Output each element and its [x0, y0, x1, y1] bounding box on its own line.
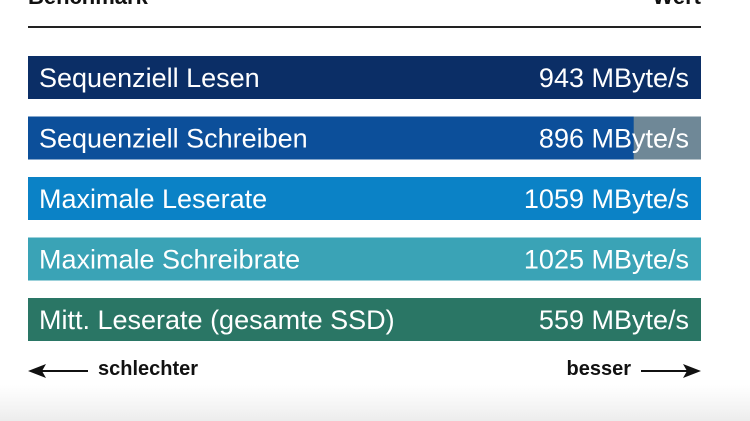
- bar-value-sequenziell-schreiben: 896 MByte/s: [539, 124, 689, 154]
- bar-label-sequenziell-lesen: Sequenziell Lesen: [39, 63, 260, 93]
- bar-row-maximale-schreibrate: Maximale Schreibrate 1025 MByte/s: [28, 237, 701, 281]
- header-divider: [28, 26, 701, 28]
- bar-label-sequenziell-schreiben: Sequenziell Schreiben: [39, 124, 308, 154]
- header-benchmark-title: Benchmark: [28, 0, 148, 10]
- chart-header: Benchmark Wert: [28, 0, 701, 10]
- bar-row-mitt-leserate-gesamte-ssd: Mitt. Leserate (gesamte SSD) 559 MByte/s: [28, 298, 701, 341]
- header-value-title: Wert: [653, 0, 702, 10]
- bar-label-mitt-leserate-gesamte-ssd: Mitt. Leserate (gesamte SSD): [39, 305, 395, 335]
- bar-label-maximale-schreibrate: Maximale Schreibrate: [39, 245, 300, 275]
- bar-value-maximale-leserate: 1059 MByte/s: [524, 184, 689, 214]
- bar-label-maximale-leserate: Maximale Leserate: [39, 184, 267, 214]
- bar-mitt-leserate-gesamte-ssd: [28, 298, 701, 341]
- bar-row-sequenziell-schreiben: Sequenziell Schreiben 896 MByte/s: [28, 116, 701, 160]
- bar-value-mitt-leserate-gesamte-ssd: 559 MByte/s: [539, 305, 689, 335]
- bar-value-sequenziell-lesen: 943 MByte/s: [539, 63, 689, 93]
- arrow-left-icon: [28, 364, 88, 378]
- bar-maximale-schreibrate: [28, 237, 701, 281]
- bar-sequenziell-schreiben: [28, 116, 634, 160]
- bar-row-maximale-leserate: Maximale Leserate 1059 MByte/s: [28, 177, 701, 220]
- bar-sequenziell-lesen: [28, 56, 701, 99]
- bar-value-maximale-schreibrate: 1025 MByte/s: [524, 245, 689, 275]
- better-label: besser: [566, 358, 632, 380]
- bar-row-sequenziell-lesen: Sequenziell Lesen 943 MByte/s: [28, 56, 701, 99]
- arrow-right-icon: [641, 364, 701, 378]
- chart-footer: schlechter besser: [28, 356, 701, 386]
- bar-maximale-leserate: [28, 177, 701, 220]
- worse-label: schlechter: [98, 358, 199, 380]
